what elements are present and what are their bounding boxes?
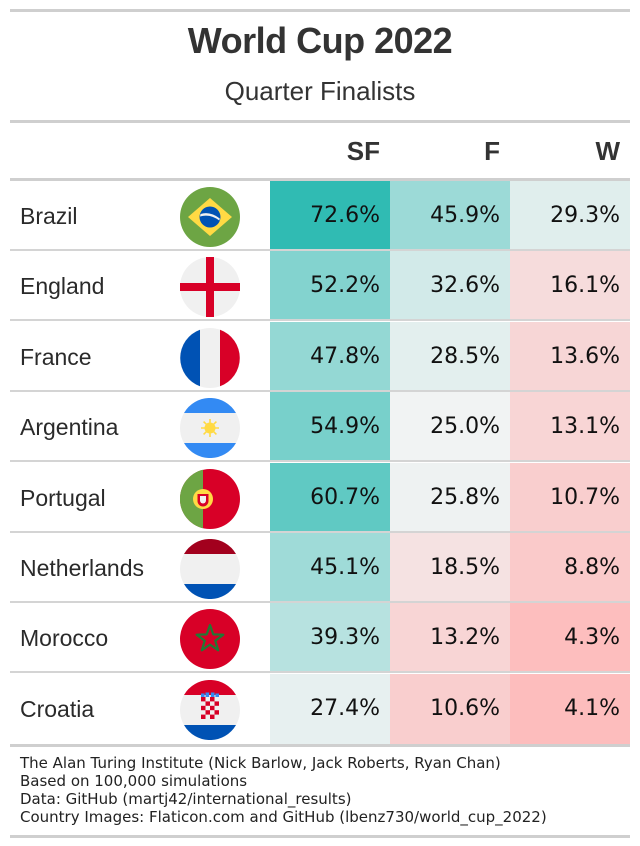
column-header-w: W [595,136,620,166]
top-rule [10,9,630,12]
country-name: Argentina [20,414,119,441]
cell-sf: 60.7% [270,462,390,533]
cell-w: 13.6% [510,321,630,392]
cell-w: 16.1% [510,251,630,322]
croatia-flag-icon [180,679,240,740]
cell-sf: 39.3% [270,603,390,674]
column-header-f: F [484,136,500,166]
country-name: France [20,343,92,370]
table-row: Argentina 54.9% 25.0% 13.1% [10,392,630,463]
row-divider [10,671,630,674]
cell-f: 32.6% [390,251,510,322]
footer-data-source: Data: GitHub (martj42/international_resu… [20,790,352,808]
footer-notes: The Alan Turing Institute (Nick Barlow, … [20,754,547,826]
cell-f: 13.2% [390,603,510,674]
header-rule [10,178,630,181]
row-divider [10,319,630,322]
country-name: Morocco [20,625,109,652]
cell-f: 25.0% [390,392,510,463]
country-name: Croatia [20,695,95,722]
table-row: Brazil 72.6% 45.9% 29.3% [10,181,630,251]
country-name: Netherlands [20,555,145,581]
netherlands-flag-icon [180,539,240,599]
cell-w: 10.7% [510,462,630,533]
table-row: Netherlands 45.1% 18.5% 8.8% [10,533,630,603]
country-name: England [20,273,105,300]
england-flag-icon [180,257,240,318]
cell-sf: 47.8% [270,321,390,392]
column-header-sf: SF [346,136,380,166]
cell-sf: 27.4% [270,673,390,744]
table-row: Croatia 27.4% 10.6% 4.1% [10,673,630,744]
table-row: Portugal 60.7% 25.8% 10.7% [10,462,630,533]
footer-credit: The Alan Turing Institute (Nick Barlow, … [20,754,501,772]
table-row: England 52.2% 32.6% 16.1% [10,251,630,322]
row-divider [10,389,630,392]
france-flag-icon [180,327,240,388]
cell-sf: 72.6% [270,181,390,251]
footer-rule [10,835,630,838]
cell-f: 18.5% [390,533,510,603]
table-row: France 47.8% 28.5% 13.6% [10,321,630,392]
cell-w: 29.3% [510,181,630,251]
country-name: Brazil [20,203,78,229]
country-name: Portugal [20,484,106,511]
cell-f: 10.6% [390,673,510,744]
cell-f: 25.8% [390,462,510,533]
brazil-flag-icon [180,187,240,247]
row-divider [10,460,630,463]
cell-w: 8.8% [510,533,630,603]
title-rule [10,120,630,123]
cell-w: 4.3% [510,603,630,674]
footer-simulations: Based on 100,000 simulations [20,772,248,790]
cell-f: 45.9% [390,181,510,251]
argentina-flag-icon [180,398,240,459]
table-row: Morocco 39.3% 13.2% 4.3% [10,603,630,674]
cell-f: 28.5% [390,321,510,392]
row-divider [10,601,630,603]
page-subtitle: Quarter Finalists [224,76,416,106]
cell-w: 13.1% [510,392,630,463]
portugal-flag-icon [180,468,240,529]
page-title: World Cup 2022 [187,20,453,61]
footer-image-source: Country Images: Flaticon.com and GitHub … [20,808,547,826]
cell-sf: 45.1% [270,533,390,603]
cell-w: 4.1% [510,673,630,744]
morocco-flag-icon [180,609,240,670]
cell-sf: 54.9% [270,392,390,463]
cell-sf: 52.2% [270,251,390,322]
row-divider [10,530,630,533]
bottom-table-rule [10,744,630,747]
row-divider [10,249,630,251]
